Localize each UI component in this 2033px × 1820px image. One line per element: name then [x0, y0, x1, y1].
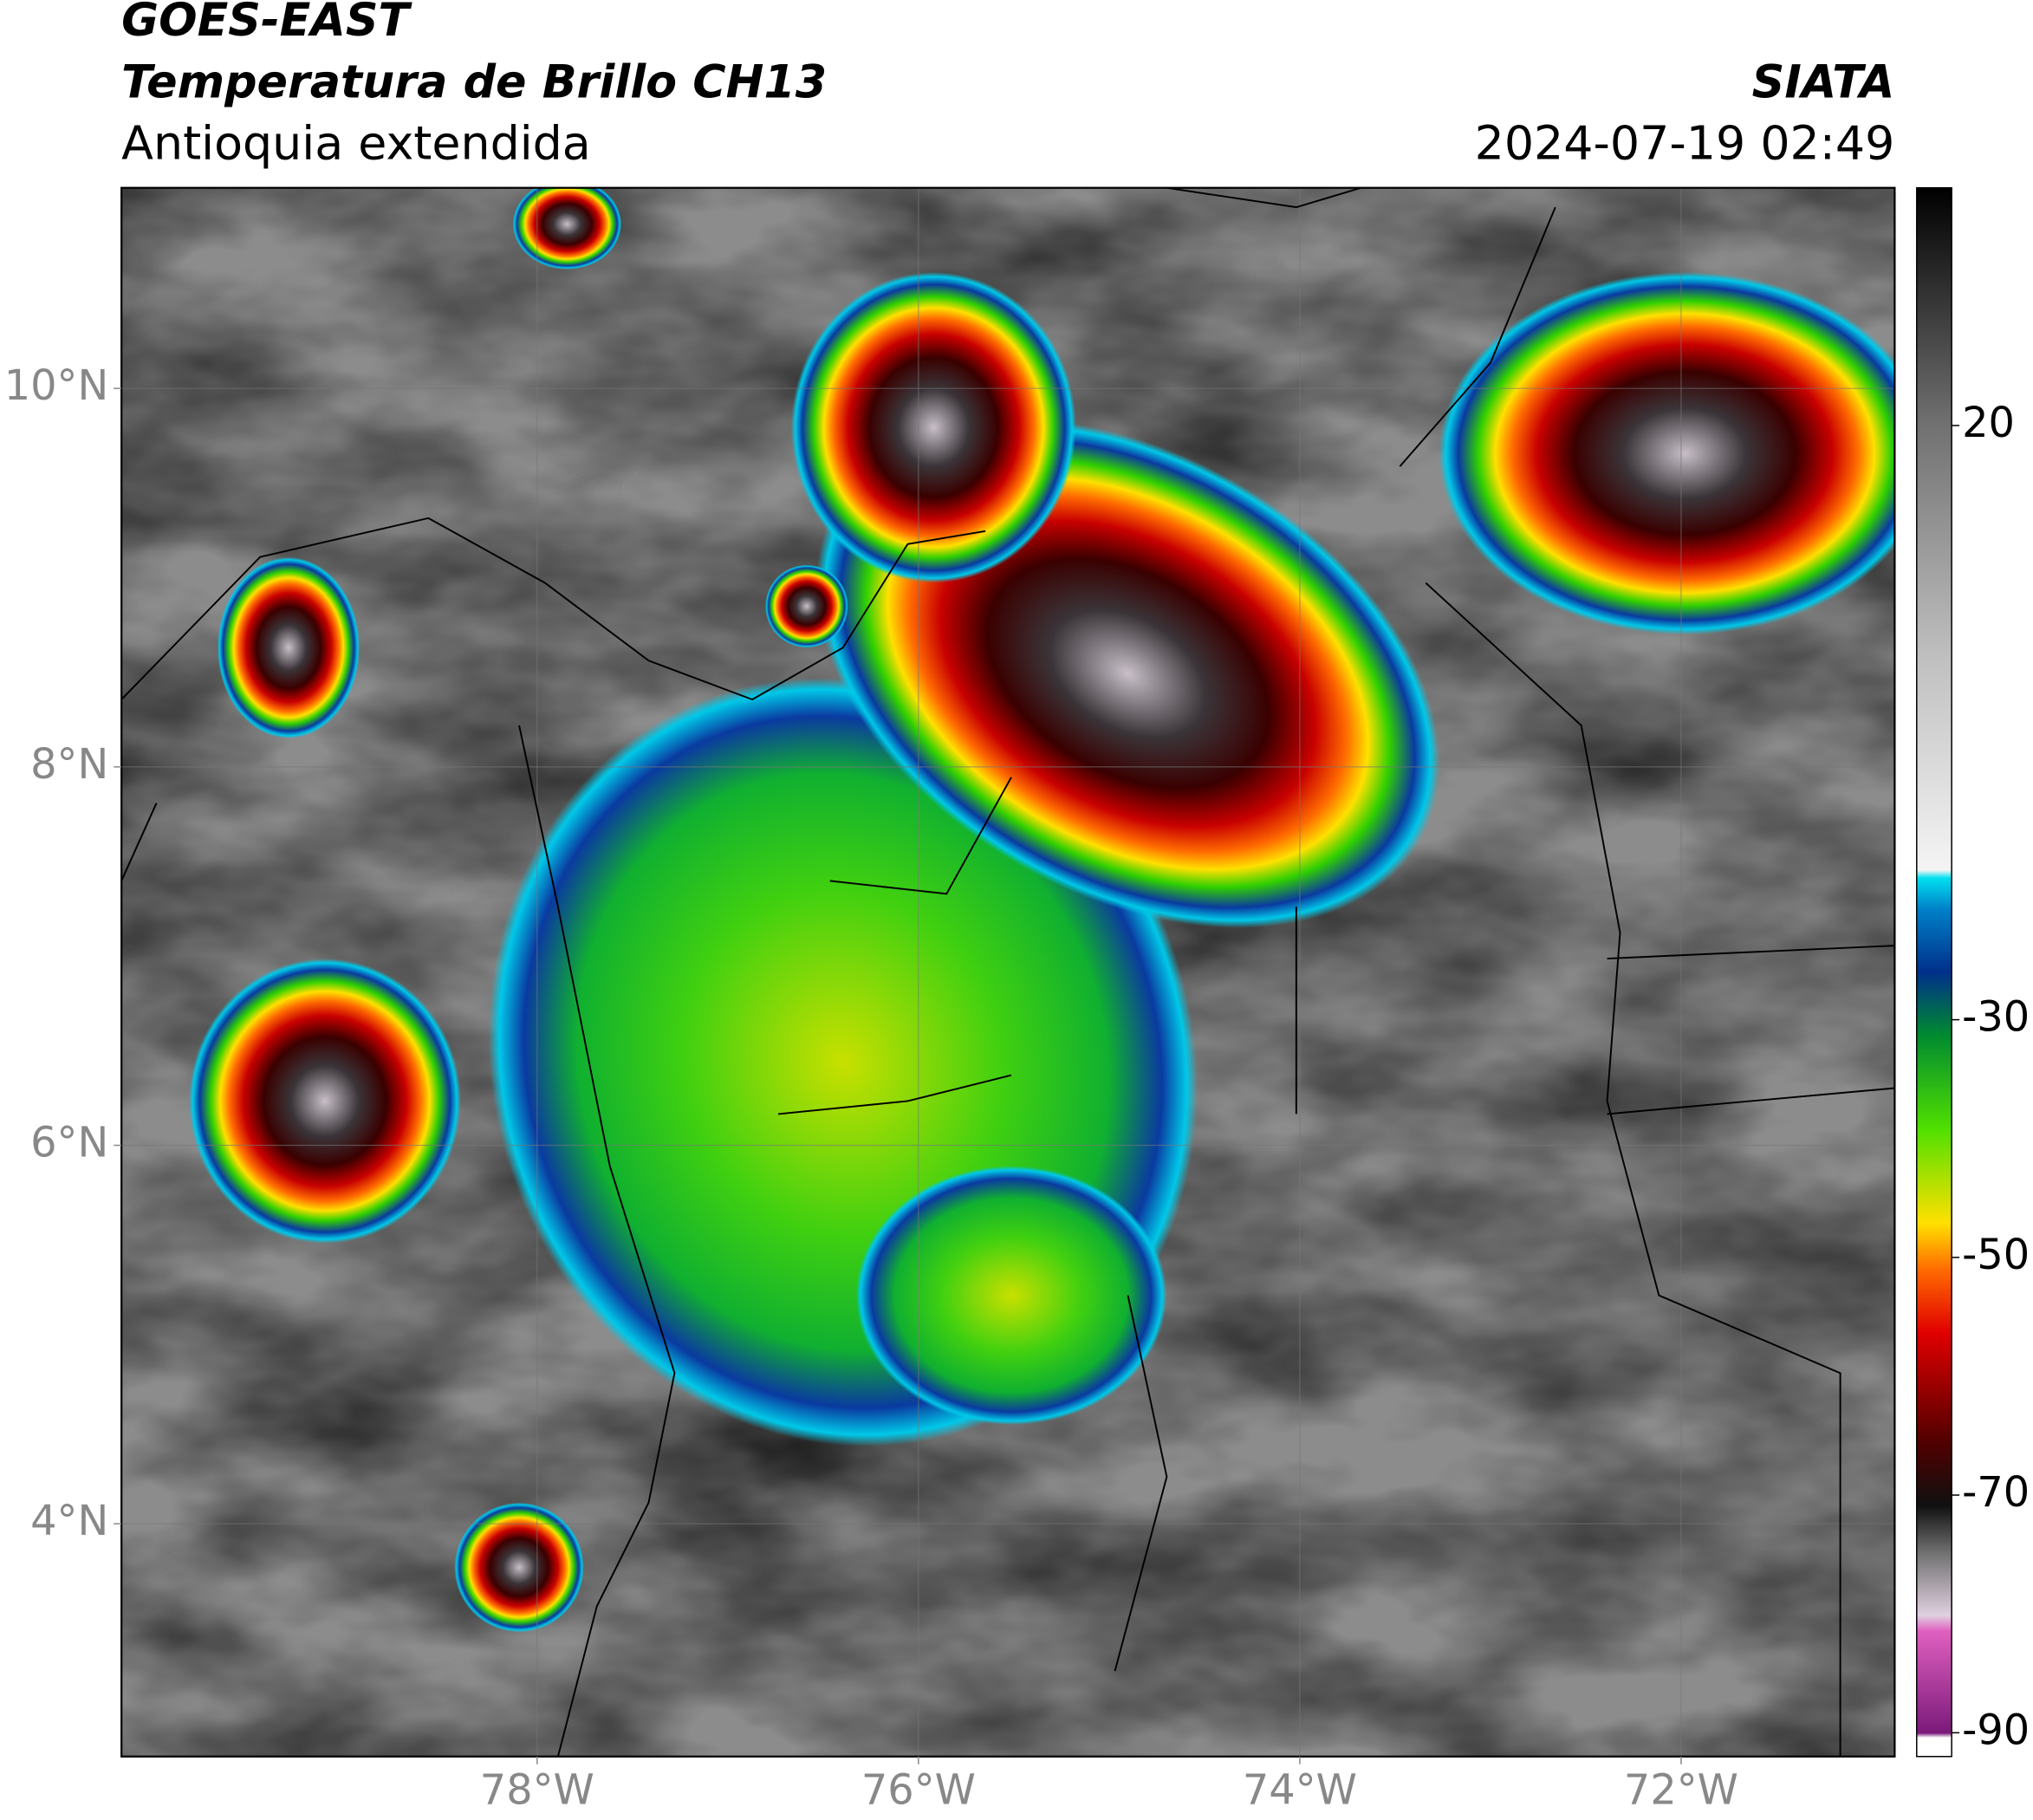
lat-tick-label: 6°N [30, 1120, 108, 1167]
title: Temperatura de Brillo CH13 [121, 56, 827, 109]
datetime: 2024-07-19 02:49 [1475, 116, 1895, 171]
source: GOES-EAST [121, 0, 412, 47]
region: Antioquia extendida [121, 116, 591, 171]
lat-tick-label: 8°N [30, 741, 108, 789]
colorbar-tick-label: -70 [1962, 1469, 2030, 1517]
colorbar-tick-label: -30 [1962, 994, 2030, 1042]
colorbar [1916, 186, 1952, 1758]
lon-tick-label: 78°W [480, 1767, 594, 1815]
colorbar-tick-label: -90 [1962, 1706, 2030, 1754]
grid [121, 187, 1895, 1757]
convective-area [855, 1166, 1167, 1426]
storm-cell [765, 564, 848, 648]
lon-tick-label: 74°W [1243, 1767, 1357, 1815]
lon-tick-label: 76°W [861, 1767, 976, 1815]
lat-tick-label: 4°N [30, 1498, 108, 1545]
storm-cell [217, 556, 360, 738]
storm-cell [1439, 271, 1895, 635]
colorbar-tick-label: -50 [1962, 1232, 2030, 1279]
storm-cell [790, 271, 1076, 583]
storm-cell [454, 1502, 584, 1633]
storm-cell [188, 959, 461, 1244]
map-frame [120, 186, 1896, 1758]
agency: SIATA [1752, 56, 1895, 109]
lat-tick-label: 10°N [4, 362, 109, 410]
colorbar-tick-label: 20 [1962, 400, 2015, 447]
lon-tick-label: 72°W [1624, 1767, 1738, 1815]
map-image [121, 187, 1895, 1757]
borders [121, 187, 1895, 1757]
storm-cell [512, 187, 622, 270]
